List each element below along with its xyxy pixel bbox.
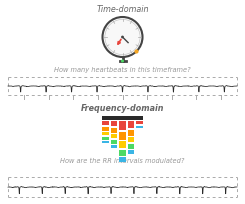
FancyBboxPatch shape (102, 121, 109, 125)
FancyBboxPatch shape (111, 134, 117, 138)
Text: How many heartbeats in this timeframe?: How many heartbeats in this timeframe? (54, 67, 191, 73)
FancyBboxPatch shape (111, 121, 117, 126)
FancyBboxPatch shape (119, 157, 126, 162)
Text: Time-domain: Time-domain (96, 5, 149, 14)
FancyBboxPatch shape (102, 141, 109, 143)
FancyBboxPatch shape (119, 150, 126, 156)
FancyBboxPatch shape (136, 126, 143, 128)
FancyBboxPatch shape (111, 145, 117, 148)
FancyBboxPatch shape (111, 140, 117, 144)
FancyBboxPatch shape (102, 127, 109, 131)
FancyBboxPatch shape (102, 137, 109, 140)
Circle shape (121, 60, 124, 63)
FancyBboxPatch shape (136, 121, 143, 124)
FancyBboxPatch shape (119, 141, 126, 148)
FancyBboxPatch shape (102, 116, 143, 120)
FancyBboxPatch shape (128, 130, 134, 136)
FancyBboxPatch shape (102, 132, 109, 135)
FancyBboxPatch shape (119, 121, 126, 130)
FancyBboxPatch shape (128, 150, 134, 154)
Text: Frequency-domain: Frequency-domain (81, 103, 164, 112)
FancyBboxPatch shape (128, 144, 134, 149)
FancyBboxPatch shape (128, 121, 134, 128)
FancyBboxPatch shape (119, 132, 126, 140)
Circle shape (102, 18, 143, 58)
Text: How are the RR intervals modulated?: How are the RR intervals modulated? (60, 157, 185, 163)
FancyBboxPatch shape (111, 128, 117, 133)
Circle shape (121, 37, 124, 39)
FancyBboxPatch shape (128, 137, 134, 142)
